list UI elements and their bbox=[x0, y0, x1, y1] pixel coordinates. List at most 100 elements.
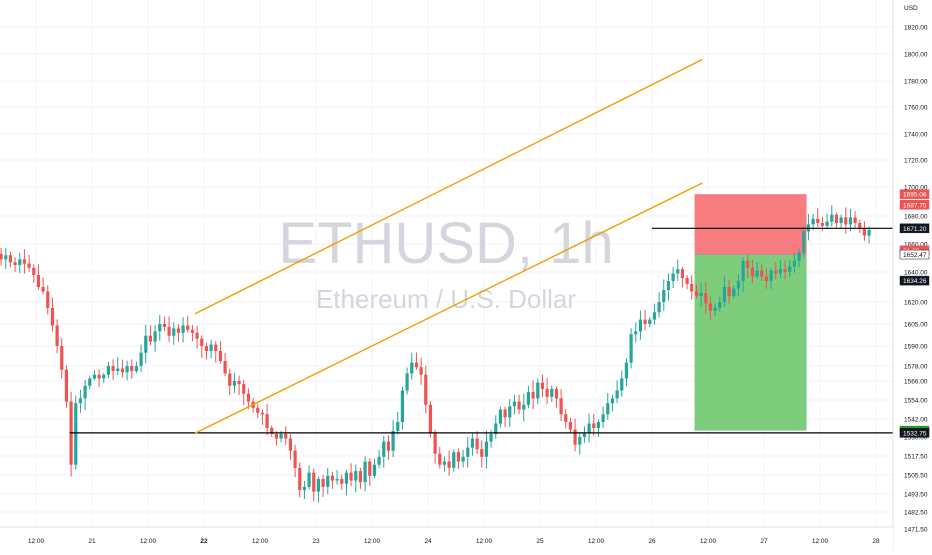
price-label-badge: 1652.47 bbox=[899, 249, 930, 260]
candle-body bbox=[260, 412, 265, 415]
watermark: ETHUSD, 1h Ethereum / U.S. Dollar bbox=[278, 211, 613, 314]
candle-body bbox=[246, 393, 251, 402]
candle-body bbox=[858, 223, 862, 229]
candle-body bbox=[36, 275, 41, 287]
candle-body bbox=[8, 255, 13, 263]
candle-body bbox=[153, 331, 157, 342]
price-tick-label: 1780.00 bbox=[904, 79, 928, 86]
price-label-badge: 1695.06 bbox=[899, 189, 930, 199]
candle-body bbox=[792, 260, 797, 267]
candle-body bbox=[475, 438, 479, 450]
candle-body bbox=[568, 422, 573, 430]
candle-body bbox=[662, 290, 666, 302]
candle-body bbox=[671, 273, 675, 281]
candle-body bbox=[279, 434, 283, 439]
price-tick-label: 1566.00 bbox=[904, 379, 928, 386]
price-labels: 1695.061687.751671.2021:321652.471634.26… bbox=[899, 189, 930, 438]
candle-body bbox=[727, 287, 731, 296]
candle-body bbox=[652, 312, 657, 320]
candle-body bbox=[209, 344, 213, 351]
time-tick-label: 27 bbox=[760, 538, 768, 545]
candle-body bbox=[498, 409, 503, 424]
candle-body bbox=[578, 437, 582, 445]
candle-body bbox=[816, 218, 820, 223]
candle-body bbox=[204, 346, 209, 351]
candle-body bbox=[27, 263, 31, 268]
price-label-bg bbox=[899, 200, 930, 210]
candle-body bbox=[853, 217, 857, 223]
candle-body bbox=[4, 255, 8, 260]
price-tick-label: 1680.00 bbox=[904, 214, 928, 221]
candle-body bbox=[181, 325, 185, 333]
candle-body bbox=[722, 287, 727, 302]
candle-body bbox=[708, 303, 713, 311]
position-zones[interactable] bbox=[694, 194, 807, 431]
candle-body bbox=[50, 307, 55, 326]
candle-body bbox=[531, 392, 535, 399]
candle-body bbox=[97, 374, 101, 379]
candle-body bbox=[732, 288, 736, 296]
candle-body bbox=[820, 223, 825, 226]
candle-body bbox=[41, 287, 45, 292]
candle-body bbox=[55, 325, 59, 346]
candle-body bbox=[582, 432, 587, 437]
candle-body bbox=[396, 422, 400, 431]
candle-body bbox=[330, 475, 335, 481]
candle-body bbox=[288, 438, 293, 451]
drawings[interactable] bbox=[69, 58, 893, 434]
price-label-text: 1695.06 bbox=[903, 192, 927, 199]
price-tick-label: 1760.00 bbox=[904, 105, 928, 112]
candle-body bbox=[456, 452, 461, 462]
candle-body bbox=[120, 368, 125, 373]
time-tick-label: 24 bbox=[424, 538, 432, 545]
candle-body bbox=[256, 407, 260, 413]
candle-body bbox=[741, 260, 745, 281]
candle-body bbox=[867, 230, 871, 236]
price-label-text: 1532.75 bbox=[903, 430, 927, 437]
price-label-badge: 1532.75 bbox=[899, 428, 930, 438]
candle-body bbox=[494, 423, 498, 434]
candle-body bbox=[704, 293, 708, 304]
candle-body bbox=[596, 422, 601, 428]
price-label-text: 1687.75 bbox=[903, 202, 927, 209]
candle-body bbox=[414, 362, 419, 368]
candle-body bbox=[270, 428, 274, 434]
candle-body bbox=[186, 325, 190, 330]
candle-body bbox=[64, 369, 69, 402]
time-tick-label: 21 bbox=[88, 538, 96, 545]
time-axis[interactable]: 12:00 21 12:00 22 12:00 23 12:00 24 12:00 25 12:00… bbox=[0, 526, 893, 550]
candle-body bbox=[601, 414, 605, 422]
price-label-badge: 1687.75 bbox=[899, 200, 930, 210]
price-tick-label: 1720.00 bbox=[904, 158, 928, 165]
candle-body bbox=[382, 441, 386, 457]
time-tick-label: 25 bbox=[536, 538, 544, 545]
price-tick-label: 1542.00 bbox=[904, 417, 928, 424]
candle-body bbox=[470, 438, 475, 448]
candle-body bbox=[0, 253, 3, 260]
candle-body bbox=[316, 478, 321, 492]
candle-body bbox=[844, 217, 848, 225]
candle-body bbox=[564, 414, 568, 422]
candle-body bbox=[106, 366, 111, 375]
candle-body bbox=[648, 319, 652, 324]
candle-body bbox=[428, 404, 433, 433]
price-tick-label: 1517.50 bbox=[904, 454, 928, 461]
candle-body bbox=[302, 486, 307, 491]
candle-body bbox=[526, 392, 531, 405]
time-tick-label: 23 bbox=[312, 538, 320, 545]
time-tick-label: 12:00 bbox=[28, 538, 45, 545]
candle-body bbox=[22, 259, 27, 264]
time-tick-label: 22 bbox=[200, 538, 208, 545]
price-axis[interactable]: USD 1820.00 1800.00 1780.00 1760.00 1740.00 1… bbox=[892, 0, 932, 550]
currency-label: USD bbox=[904, 5, 918, 12]
candle-body bbox=[265, 414, 269, 428]
price-tick-label: 1554.00 bbox=[904, 398, 928, 405]
candle-body bbox=[802, 231, 806, 253]
candle-body bbox=[293, 450, 297, 468]
time-tick-label: 12:00 bbox=[588, 538, 605, 545]
candle-body bbox=[190, 329, 195, 333]
price-tick-label: 1605.00 bbox=[904, 322, 928, 329]
price-tick-label: 1700.00 bbox=[904, 185, 928, 192]
